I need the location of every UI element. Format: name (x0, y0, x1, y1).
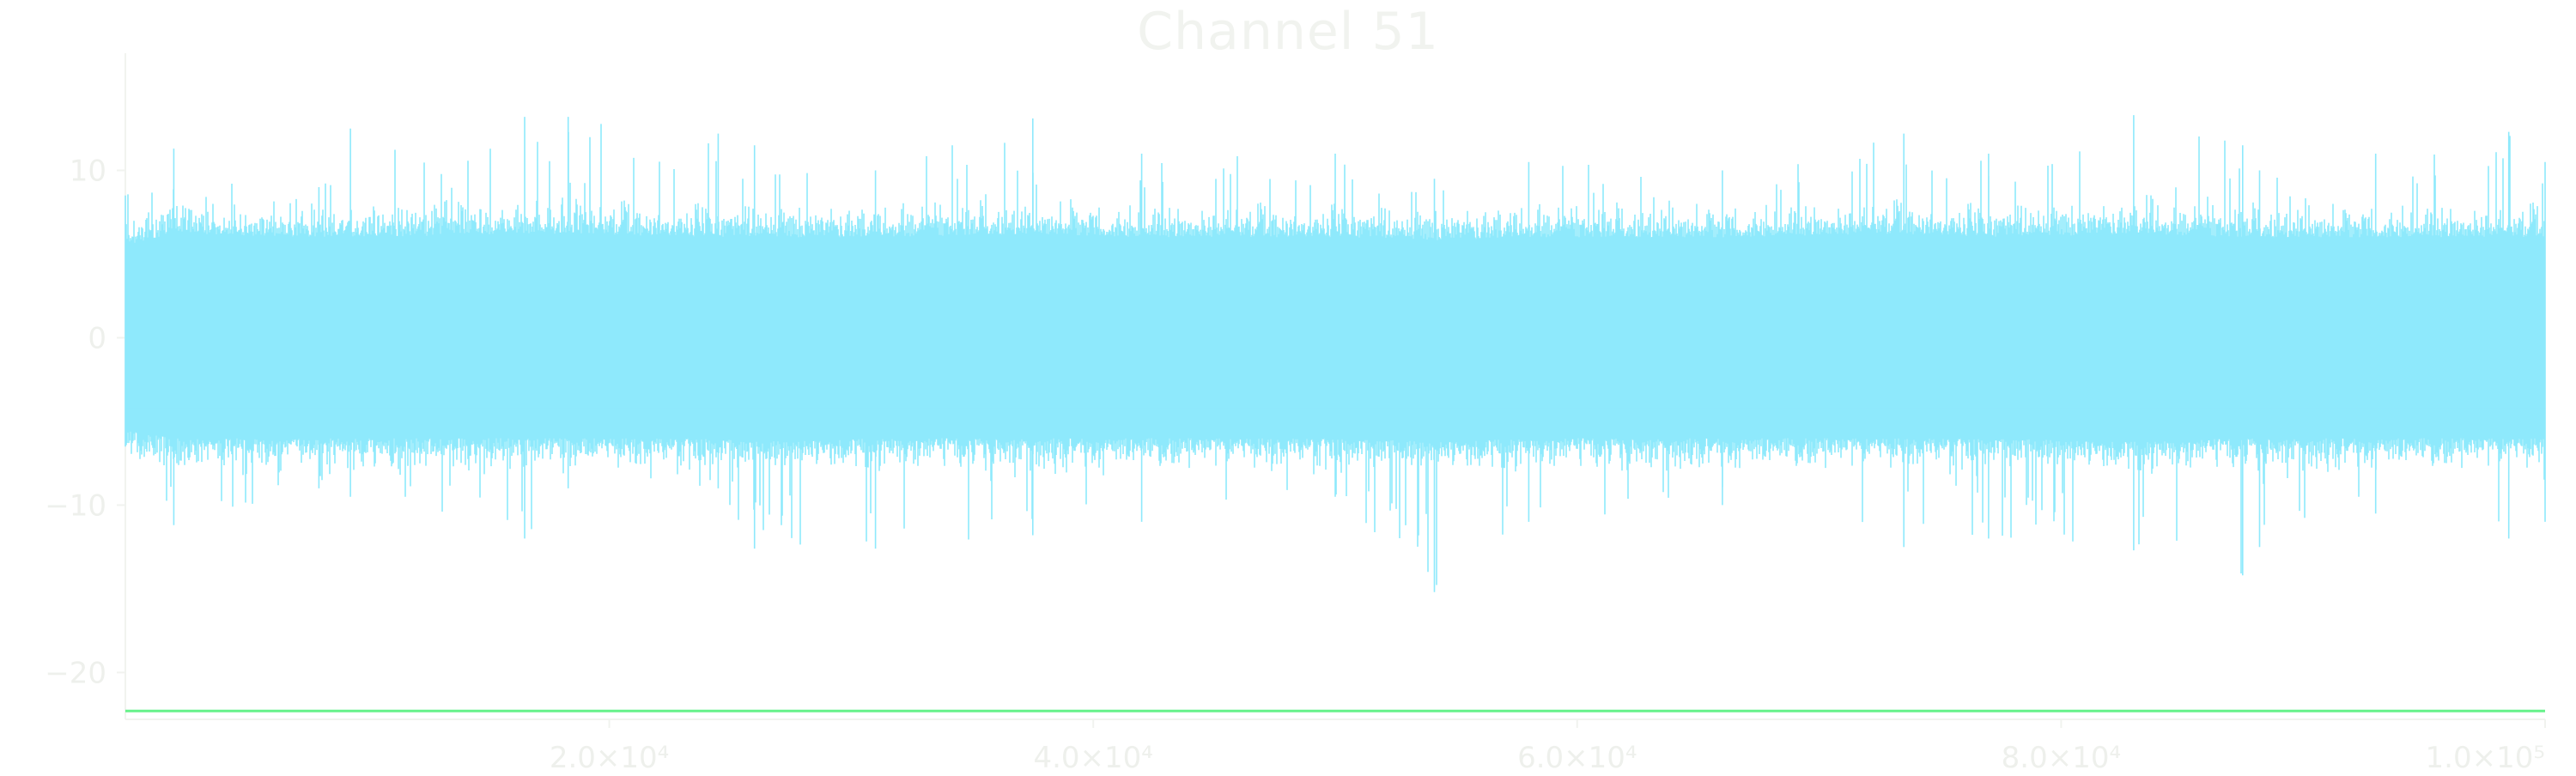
x-tick-label: 6.0×10⁴ (1517, 741, 1637, 773)
x-tick-label: 8.0×10⁴ (2002, 741, 2121, 773)
y-tick-label: −10 (45, 488, 106, 523)
x-tick-label: 4.0×10⁴ (1033, 741, 1152, 773)
y-tick-label: −20 (45, 656, 106, 690)
y-tick-label: 0 (88, 321, 106, 355)
x-tick-label: 1.0×10⁵ (2426, 741, 2545, 773)
signal-series-core (125, 267, 2545, 409)
chart-title: Channel 51 (1137, 2, 1439, 62)
y-tick-label: 10 (70, 154, 106, 188)
x-tick-label: 2.0×10⁴ (550, 741, 669, 773)
